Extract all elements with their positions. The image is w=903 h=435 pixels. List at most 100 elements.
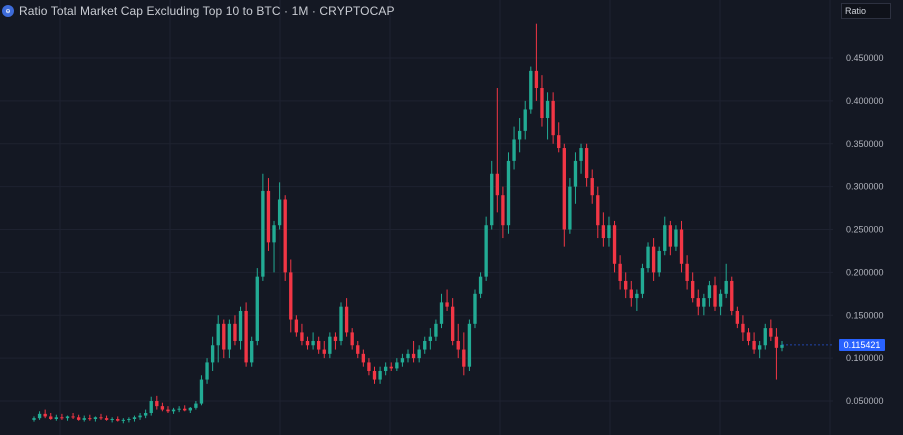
candle-body — [473, 293, 477, 324]
candle-body — [417, 349, 421, 359]
candle-body — [289, 272, 293, 320]
y-tick-label: 0.250000 — [846, 225, 884, 235]
candle-body — [607, 225, 611, 239]
candle-body — [495, 173, 499, 196]
candle-body — [501, 195, 505, 226]
candle-body — [71, 416, 75, 418]
candle-body — [674, 229, 678, 247]
candle-body — [769, 328, 773, 337]
candle-body — [272, 225, 276, 243]
candle-body — [702, 298, 706, 307]
candle-body — [99, 417, 103, 419]
candle-body — [523, 109, 527, 131]
candle-body — [741, 323, 745, 333]
candle-body — [333, 336, 338, 341]
candle-body — [88, 418, 92, 420]
candle-body — [32, 418, 36, 420]
candle-body — [49, 416, 53, 420]
candle-body — [663, 225, 667, 251]
candle-body — [400, 358, 405, 363]
chart-header: ⊖ Ratio Total Market Cap Excluding Top 1… — [2, 3, 395, 19]
candle-body — [372, 370, 377, 380]
candle-body — [311, 340, 315, 346]
candle-body — [618, 263, 622, 281]
candle-body — [149, 401, 153, 414]
candle-body — [60, 417, 64, 419]
candle-body — [423, 340, 427, 350]
candle-body — [183, 408, 187, 411]
candle-body — [166, 409, 170, 412]
candle-body — [456, 340, 460, 350]
candle-body — [82, 418, 86, 420]
candle-body — [691, 280, 695, 299]
candle-body — [462, 349, 466, 367]
y-tick-label: 0.300000 — [846, 182, 884, 192]
candle-body — [127, 419, 131, 421]
candle-body — [545, 100, 550, 119]
candle-body — [774, 336, 779, 348]
candle-body — [361, 353, 366, 363]
candle-body — [568, 186, 572, 230]
candle-body — [557, 135, 561, 149]
candle-body — [512, 139, 516, 161]
candle-body — [227, 323, 232, 350]
candle-body — [746, 332, 751, 341]
candle-body — [735, 310, 740, 324]
y-tick-label: 0.350000 — [846, 139, 884, 149]
scale-selector[interactable]: Ratio — [841, 3, 891, 19]
candle-body — [143, 413, 148, 416]
candle-body — [395, 362, 399, 369]
candle-body — [584, 148, 589, 179]
candle-body — [367, 362, 371, 371]
candle-body — [445, 302, 449, 307]
candle-body — [713, 285, 717, 307]
candle-body — [188, 407, 192, 411]
candle-body — [573, 160, 578, 187]
y-tick-label: 0.400000 — [846, 96, 884, 106]
candle-body — [171, 409, 176, 412]
candle-body — [238, 310, 243, 341]
candle-body — [339, 306, 343, 341]
candle-body — [155, 401, 159, 407]
candle-body — [484, 225, 488, 277]
candle-body — [132, 417, 137, 420]
candle-body — [752, 340, 756, 350]
candle-body — [277, 199, 282, 226]
candle-body — [378, 370, 382, 380]
y-tick-label: 0.100000 — [846, 353, 884, 363]
candle-body — [478, 276, 483, 294]
candle-body — [646, 246, 650, 269]
candle-body — [757, 345, 762, 350]
y-tick-label: 0.200000 — [846, 267, 884, 277]
candle-body — [294, 319, 299, 333]
candle-body — [160, 406, 165, 410]
candle-body — [317, 340, 321, 350]
candle-body — [138, 415, 142, 418]
candle-body — [205, 362, 209, 380]
candle-body — [255, 276, 259, 341]
candle-body — [344, 306, 349, 333]
candle-body — [322, 349, 326, 354]
candle-body — [707, 285, 712, 299]
candle-body — [110, 419, 114, 421]
candle-body — [612, 225, 617, 264]
candle-body — [210, 345, 215, 363]
candle-body — [467, 323, 472, 367]
candle-body — [43, 413, 47, 417]
candle-body — [104, 418, 109, 420]
candle-body — [624, 280, 628, 290]
candle-body — [780, 344, 784, 348]
candle-body — [222, 323, 226, 350]
candle-body — [261, 190, 265, 277]
candle-body — [177, 408, 181, 410]
candle-body — [37, 413, 42, 419]
candle-body — [389, 366, 393, 369]
candle-body — [216, 323, 220, 346]
candle-body — [551, 100, 555, 136]
candle-body — [640, 268, 645, 294]
candle-body — [490, 173, 494, 226]
last-price-badge: 0.115421 — [839, 338, 885, 351]
candle-body — [54, 417, 59, 420]
candle-body — [730, 280, 734, 311]
